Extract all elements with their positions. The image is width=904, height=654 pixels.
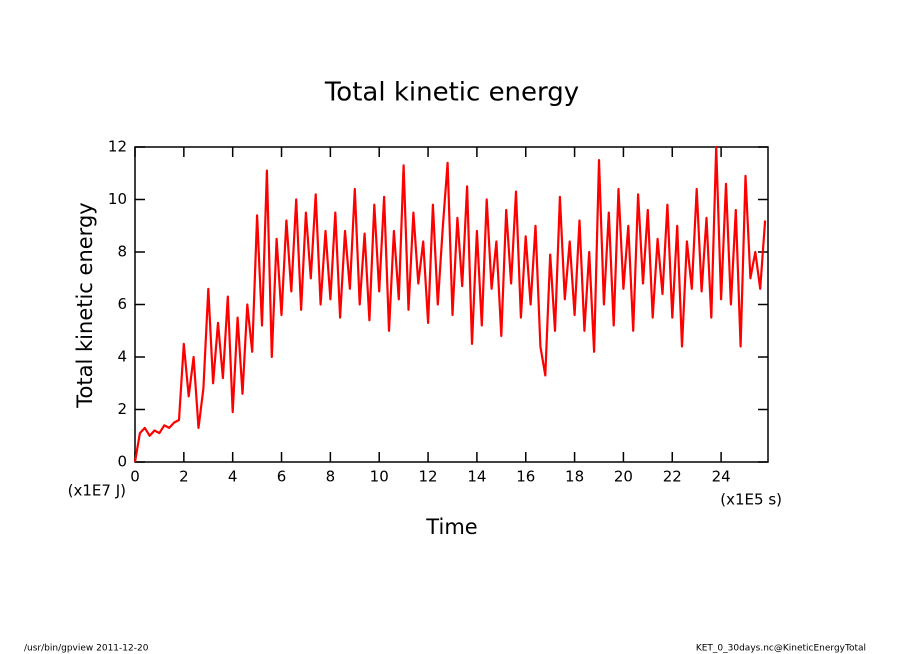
x-tick-label: 4 xyxy=(228,468,238,486)
y-tick-label: 8 xyxy=(117,243,127,261)
footer-right: KET_0_30days.nc@KineticEnergyTotal xyxy=(696,644,866,654)
y-tick-label: 10 xyxy=(108,190,127,208)
y-tick-label: 0 xyxy=(117,453,127,471)
y-tick-label: 4 xyxy=(117,348,127,366)
x-tick-label: 2 xyxy=(179,468,189,486)
x-tick-label: 16 xyxy=(516,468,535,486)
series-line xyxy=(133,145,767,463)
x-tick-label: 8 xyxy=(326,468,336,486)
y-tick-label: 2 xyxy=(117,400,127,418)
x-tick-label: 0 xyxy=(130,468,140,486)
y-tick-label: 12 xyxy=(108,138,127,156)
y-tick-label: 6 xyxy=(117,295,127,313)
x-unit: (x1E5 s) xyxy=(720,491,782,509)
x-axis-label: Time xyxy=(425,515,477,539)
x-tick-label: 12 xyxy=(419,468,438,486)
chart-title: Total kinetic energy xyxy=(324,78,579,108)
x-tick-label: 24 xyxy=(712,468,731,486)
footer-left: /usr/bin/gpview 2011-12-20 xyxy=(24,644,149,654)
y-axis-label: Total kinetic energy xyxy=(73,202,97,408)
x-tick-label: 6 xyxy=(277,468,287,486)
x-tick-label: 14 xyxy=(467,468,486,486)
x-tick-label: 22 xyxy=(663,468,682,486)
x-tick-label: 20 xyxy=(614,468,633,486)
y-unit: (x1E7 J) xyxy=(68,482,126,500)
x-tick-label: 10 xyxy=(370,468,389,486)
x-tick-label: 18 xyxy=(565,468,584,486)
